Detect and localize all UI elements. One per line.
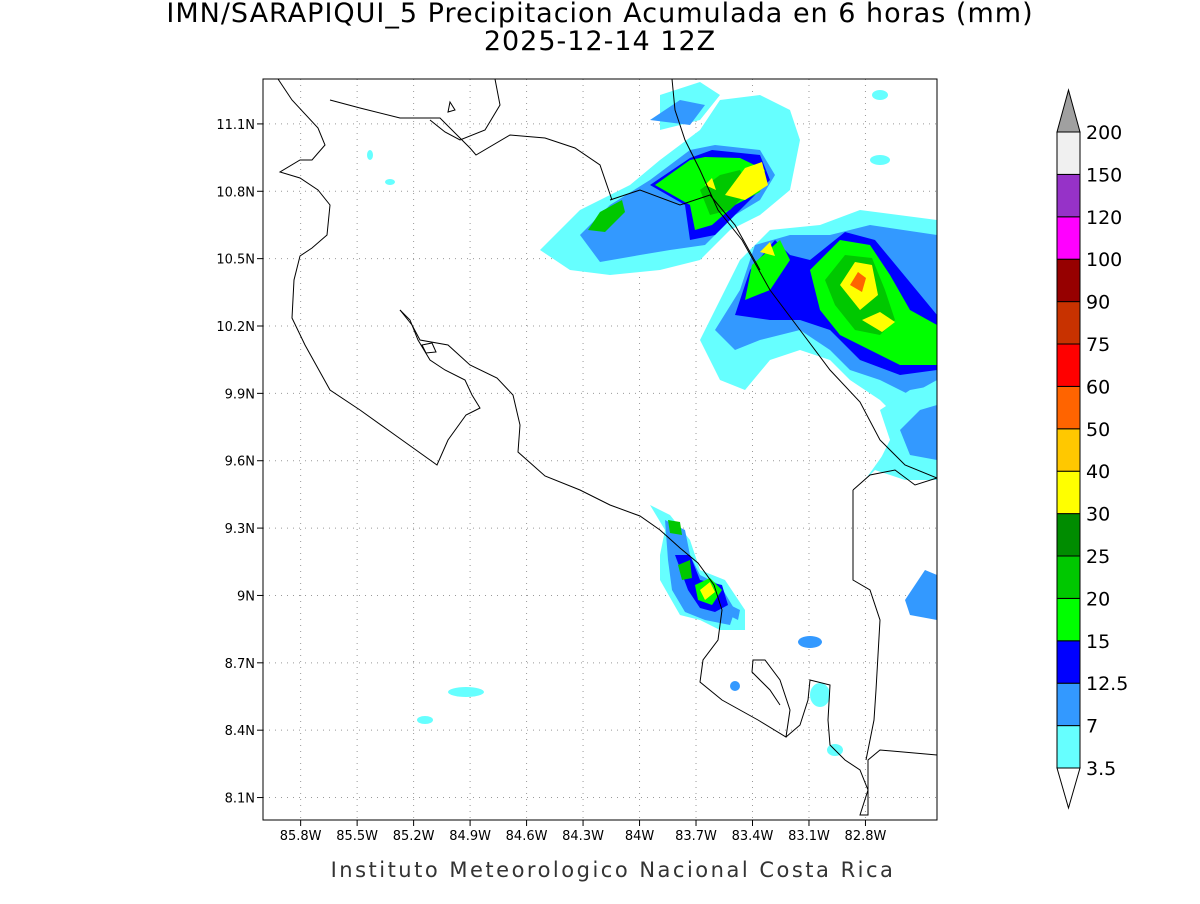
colorbar-box xyxy=(1056,173,1081,218)
x-tick-label: 82.8W xyxy=(845,829,887,844)
x-tick-label: 83.7W xyxy=(675,829,717,844)
colorbar-box xyxy=(1056,513,1081,557)
colorbar-label: 100 xyxy=(1086,249,1122,271)
colorbar-box xyxy=(1056,131,1081,175)
y-tick-label: 10.8N xyxy=(216,185,255,200)
colorbar-box xyxy=(1056,216,1081,260)
x-tick-label: 84.6W xyxy=(506,829,548,844)
colorbar-label: 40 xyxy=(1086,461,1110,483)
colorbar-label: 90 xyxy=(1086,292,1110,314)
y-tick-label: 10.2N xyxy=(216,320,255,335)
x-tick-label: 84.3W xyxy=(562,829,604,844)
colorbar-label: 60 xyxy=(1086,376,1110,398)
colorbar-box xyxy=(1056,555,1081,599)
colorbar-box xyxy=(1056,343,1081,387)
y-tick-label: 9.9N xyxy=(225,387,255,402)
x-tick-label: 85.5W xyxy=(336,829,378,844)
precipitation-field xyxy=(367,82,937,756)
colorbar-over xyxy=(1056,88,1081,133)
colorbar-label: 30 xyxy=(1086,504,1110,526)
coastlines xyxy=(277,79,937,816)
x-tick-label: 84W xyxy=(625,829,655,844)
colorbar-label: 50 xyxy=(1086,419,1110,441)
colorbar-label: 75 xyxy=(1086,334,1110,356)
x-tick-label: 85.2W xyxy=(393,829,435,844)
y-tick-label: 8.7N xyxy=(225,657,255,672)
y-tick-label: 9.6N xyxy=(225,455,255,470)
x-tick-label: 83.4W xyxy=(732,829,774,844)
y-tick-label: 10.5N xyxy=(216,253,255,268)
y-tick-label: 8.4N xyxy=(225,724,255,739)
x-tick-label: 84.9W xyxy=(449,829,491,844)
colorbar-label: 3.5 xyxy=(1086,758,1116,780)
colorbar-box xyxy=(1056,597,1081,642)
colorbar-label: 12.5 xyxy=(1086,673,1128,695)
colorbar-label: 25 xyxy=(1086,546,1110,568)
colorbar-box xyxy=(1056,470,1081,515)
y-tick-label: 9.3N xyxy=(225,522,255,537)
y-tick-label: 11.1N xyxy=(216,118,255,133)
colorbar-label: 15 xyxy=(1086,631,1110,653)
colorbar-box xyxy=(1056,725,1081,769)
y-tick-label: 9N xyxy=(237,589,255,604)
axes: 85.8W 85.5W 85.2W 84.9W 84.6W 84.3W 84W 83.7W 83… xyxy=(216,118,886,844)
colorbar-box xyxy=(1056,385,1081,430)
grid xyxy=(263,79,937,820)
colorbar-under xyxy=(1056,767,1081,810)
x-tick-label: 85.8W xyxy=(280,829,322,844)
colorbar-box xyxy=(1056,258,1081,303)
plot-frame xyxy=(262,78,938,821)
x-tick-label: 83.1W xyxy=(788,829,830,844)
footer: Instituto Meteorologico Nacional Costa R… xyxy=(331,858,896,882)
colorbar-box xyxy=(1056,428,1081,472)
y-tick-label: 8.1N xyxy=(225,792,255,807)
colorbar-label: 120 xyxy=(1086,207,1122,229)
colorbar-label: 150 xyxy=(1086,164,1122,186)
colorbar-label: 7 xyxy=(1086,716,1098,738)
chart-subtitle: 2025-12-14 12Z xyxy=(484,26,716,57)
colorbar-box xyxy=(1056,301,1081,345)
colorbar-box xyxy=(1056,640,1081,684)
colorbar-label: 200 xyxy=(1086,122,1122,144)
colorbar-box xyxy=(1056,682,1081,727)
chart-title: IMN/SARAPIQUI_5 Precipitacion Acumulada … xyxy=(166,0,1033,29)
colorbar: 3.5 7 12.5 15 20 25 30 40 50 60 75 90 100 120 150 200 xyxy=(1056,88,1128,810)
colorbar-label: 20 xyxy=(1086,588,1110,610)
